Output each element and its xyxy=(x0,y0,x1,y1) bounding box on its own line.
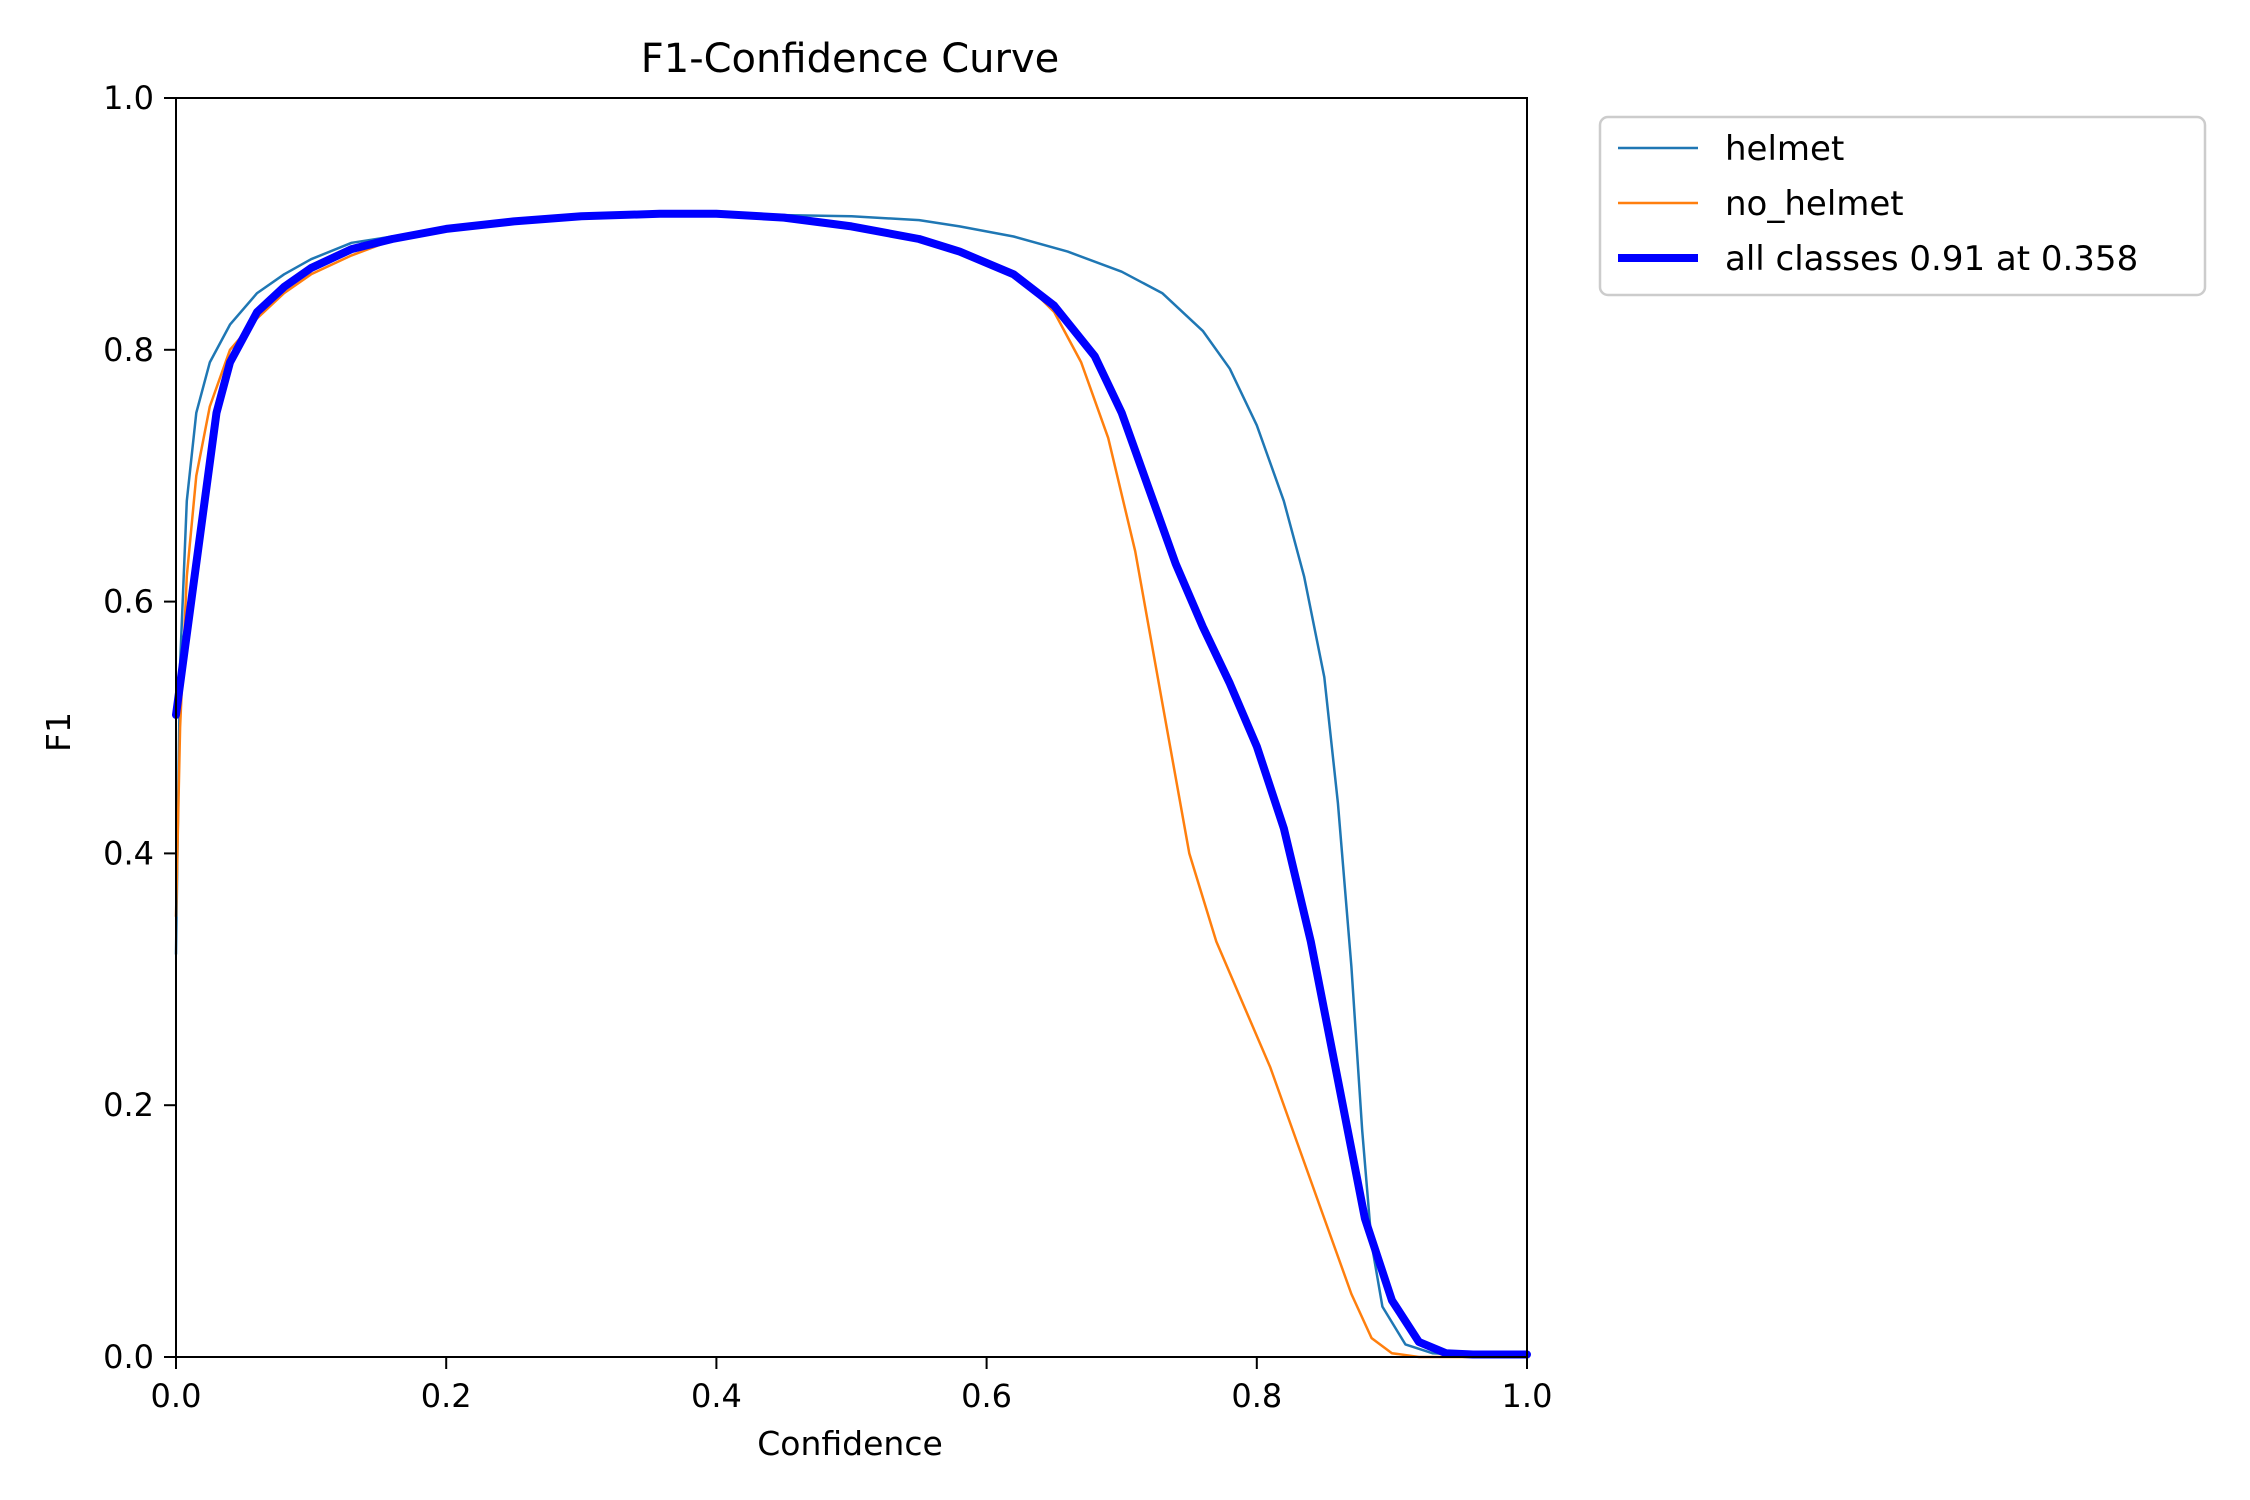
legend-frame xyxy=(1598,115,2207,297)
x-tick-label: 0.0 xyxy=(151,1377,202,1415)
series-line-all-classes-0-91-at-0-358 xyxy=(172,209,1531,1359)
x-tick-label: 0.4 xyxy=(691,1377,742,1415)
y-tick-label: 0.4 xyxy=(103,834,154,872)
x-tick-label: 0.2 xyxy=(421,1377,472,1415)
x-tick-label: 0.6 xyxy=(961,1377,1012,1415)
plot-frame xyxy=(175,97,1528,1358)
x-axis-title: Confidence xyxy=(757,1424,943,1463)
series-lines xyxy=(172,209,1531,1359)
legend-label: helmet xyxy=(1725,129,1844,169)
legend-label: all classes 0.91 at 0.358 xyxy=(1725,239,2138,279)
x-tick-label: 1.0 xyxy=(1502,1377,1553,1415)
legend-label: no_helmet xyxy=(1725,184,1904,224)
y-tick-label: 0.2 xyxy=(103,1086,154,1124)
series-line-helmet xyxy=(174,212,1529,1356)
y-tick-label: 1.0 xyxy=(103,79,154,117)
x-tick-label: 0.8 xyxy=(1231,1377,1282,1415)
y-tick-label: 0.8 xyxy=(103,331,154,369)
chart-title: F1-Confidence Curve xyxy=(641,36,1060,82)
y-tick-label: 0.6 xyxy=(103,583,154,621)
y-tick-label: 0.0 xyxy=(103,1338,154,1376)
y-axis-title: F1 xyxy=(39,712,78,752)
axes: 0.0 0.2 0.4 0.6 0.8 1.0 0.0 0.2 0.4 0.6 0.8 1.0 xyxy=(103,79,1552,1415)
